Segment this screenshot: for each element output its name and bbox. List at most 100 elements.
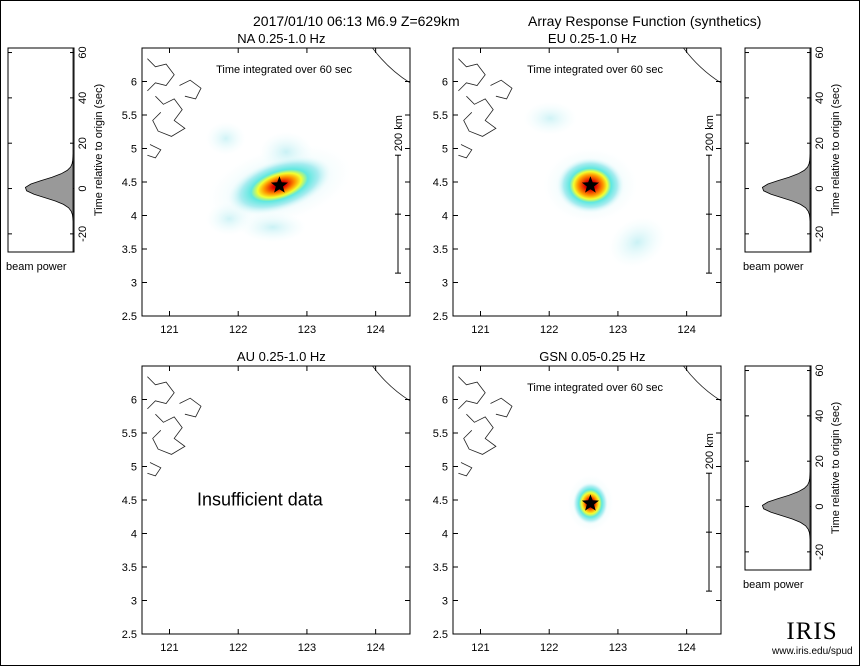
x-tick-label: 121 (160, 324, 178, 336)
plot-area (147, 48, 410, 243)
panel-title: AU 0.25-1.0 Hz (237, 349, 326, 364)
coastline (463, 95, 497, 137)
y-tick-label: 4 (442, 211, 448, 223)
y-tick-label: 4 (131, 211, 137, 223)
x-tick-label: 123 (298, 642, 316, 654)
y-tick-label: 6 (442, 77, 448, 89)
y-tick-label: 3.5 (433, 244, 448, 256)
response-contour (205, 121, 246, 156)
x-tick-label: 121 (160, 642, 178, 654)
panel-title: EU 0.25-1.0 Hz (548, 31, 637, 46)
plot-area (147, 366, 410, 477)
x-tick-label: 121 (471, 324, 489, 336)
x-tick-label: 121 (471, 642, 489, 654)
y-tick-label: 4.5 (433, 177, 448, 189)
y-tick-label: 4.5 (433, 495, 448, 507)
coastline (490, 79, 513, 100)
beam-tick-label: 40 (814, 92, 826, 104)
beam-tick-label: 0 (814, 185, 826, 191)
beam-tick-label: 0 (814, 503, 826, 509)
coastline (147, 58, 175, 92)
beam-power-trace (761, 366, 811, 570)
coastline (179, 397, 202, 418)
y-tick-label: 4.5 (122, 177, 137, 189)
beam-power-trace (761, 48, 811, 252)
panel-subtitle: Time integrated over 60 sec (527, 64, 663, 76)
x-tick-label: 124 (677, 324, 695, 336)
y-tick-label: 5 (131, 462, 137, 474)
x-tick-label: 124 (366, 324, 384, 336)
beam-trace-panel: 60 40 20 0 -20 Time relative to origin (sec) b… (743, 364, 842, 591)
array-panel-1: 121 122 123 124 2.5 3 3.5 4 4.5 5 5.5 6 NA 0.25-1.0 … (6, 31, 411, 336)
coastline (463, 413, 497, 455)
beam-tick-label: 20 (77, 137, 89, 149)
scale-bar-label: 200 km (704, 115, 716, 151)
beam-trace-frame (7, 47, 75, 253)
y-tick-label: 6 (131, 77, 137, 89)
x-tick-label: 124 (366, 642, 384, 654)
y-tick-label: 6 (131, 395, 137, 407)
beam-tick-label: -20 (814, 544, 826, 560)
y-tick-label: 3.5 (122, 244, 137, 256)
x-tick-label: 122 (540, 324, 558, 336)
scale-bar-label: 200 km (704, 433, 716, 469)
panel-subtitle: Time integrated over 60 sec (527, 382, 663, 394)
beam-trace-frame (744, 365, 812, 571)
x-tick-label: 122 (229, 324, 247, 336)
beam-tick-label: 40 (814, 410, 826, 422)
y-tick-label: 3.5 (433, 562, 448, 574)
y-tick-label: 4.5 (122, 495, 137, 507)
y-tick-label: 5 (442, 144, 448, 156)
beam-tick-label: 20 (814, 137, 826, 149)
panel-subtitle: Time integrated over 60 sec (216, 64, 352, 76)
y-tick-label: 2.5 (433, 311, 448, 323)
beam-axis-label: Time relative to origin (sec) (830, 84, 842, 216)
beam-power-trace (24, 48, 74, 252)
coastline (490, 397, 513, 418)
panel-title: NA 0.25-1.0 Hz (237, 31, 325, 46)
y-tick-label: 5.5 (433, 428, 448, 440)
coastline (147, 462, 162, 477)
response-contour (523, 101, 578, 136)
beam-trace-frame (744, 47, 812, 253)
coastline (458, 462, 473, 477)
y-tick-label: 5.5 (433, 110, 448, 122)
y-tick-label: 3.5 (122, 562, 137, 574)
beam-tick-label: 60 (77, 46, 89, 58)
beam-tick-label: 0 (77, 185, 89, 191)
panel-title: GSN 0.05-0.25 Hz (539, 349, 645, 364)
coastline (147, 376, 175, 410)
array-panel-4: 121 122 123 124 2.5 3 3.5 4 4.5 5 5.5 6 GSN 0.05-0.2… (433, 349, 842, 654)
y-tick-label: 6 (442, 395, 448, 407)
y-tick-label: 5.5 (122, 110, 137, 122)
insufficient-data-note: Insufficient data (197, 489, 324, 509)
y-tick-label: 5 (131, 144, 137, 156)
beam-axis-label: Time relative to origin (sec) (93, 84, 105, 216)
response-contour (608, 217, 666, 268)
y-tick-label: 2.5 (122, 629, 137, 641)
iris-logo-word: IRIS (786, 618, 838, 645)
x-tick-label: 123 (609, 324, 627, 336)
y-tick-label: 2.5 (433, 629, 448, 641)
array-panel-3: 121 122 123 124 2.5 3 3.5 4 4.5 5 5.5 6 AU 0.25-1.0 … (122, 349, 411, 654)
plot-area (458, 366, 721, 532)
coastline (152, 95, 186, 137)
beam-tick-label: 20 (814, 455, 826, 467)
y-tick-label: 3 (131, 278, 137, 290)
epicenter-star (581, 176, 599, 193)
beam-tick-label: -20 (814, 226, 826, 242)
y-tick-label: 3 (131, 596, 137, 608)
plot-area (458, 48, 721, 268)
iris-logo-url: www.iris.edu/spud (772, 646, 853, 657)
x-tick-label: 122 (229, 642, 247, 654)
epicenter-star (581, 494, 599, 511)
y-tick-label: 3 (442, 596, 448, 608)
x-tick-label: 123 (298, 324, 316, 336)
beam-tick-label: 60 (814, 46, 826, 58)
beam-power-label: beam power (743, 579, 804, 591)
coastline (147, 144, 162, 159)
scale-bar-label: 200 km (393, 115, 405, 151)
beam-tick-label: -20 (77, 226, 89, 242)
x-tick-label: 123 (609, 642, 627, 654)
